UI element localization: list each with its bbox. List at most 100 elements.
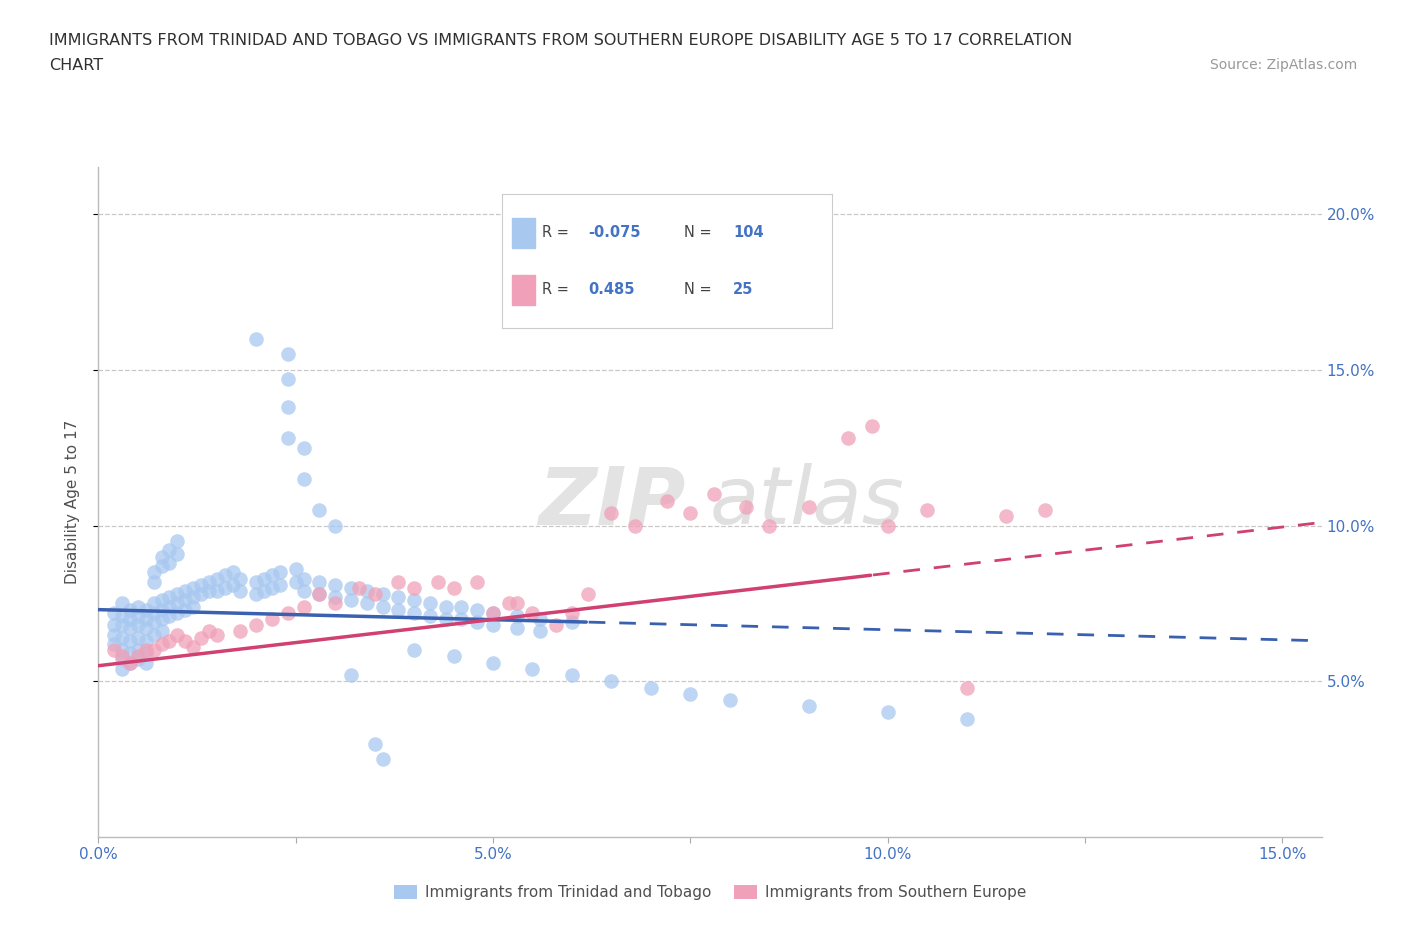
- Point: [166, 627, 188, 642]
- Point: [419, 608, 441, 623]
- Point: [118, 603, 141, 618]
- Text: ZIP: ZIP: [538, 463, 686, 541]
- Point: [135, 643, 157, 658]
- Point: [505, 596, 527, 611]
- Point: [505, 608, 527, 623]
- Point: [994, 509, 1017, 524]
- Point: [434, 612, 457, 627]
- Point: [111, 661, 134, 676]
- Point: [561, 615, 583, 630]
- Point: [181, 640, 204, 655]
- Point: [404, 592, 426, 607]
- Point: [505, 621, 527, 636]
- Point: [498, 596, 520, 611]
- Point: [111, 596, 134, 611]
- Point: [166, 587, 188, 602]
- Point: [387, 574, 409, 589]
- Point: [797, 698, 820, 713]
- Point: [103, 605, 125, 620]
- Point: [150, 612, 173, 627]
- Point: [356, 583, 378, 598]
- Text: atlas: atlas: [710, 463, 905, 541]
- Point: [340, 592, 363, 607]
- Point: [323, 518, 346, 533]
- Point: [277, 400, 299, 415]
- Point: [142, 643, 165, 658]
- Point: [404, 643, 426, 658]
- Point: [205, 571, 228, 586]
- Point: [260, 568, 283, 583]
- Point: [955, 711, 977, 726]
- Point: [404, 580, 426, 595]
- Point: [443, 580, 465, 595]
- Point: [308, 574, 330, 589]
- Point: [465, 603, 488, 618]
- Point: [103, 636, 125, 651]
- Point: [371, 751, 394, 766]
- Text: IMMIGRANTS FROM TRINIDAD AND TOBAGO VS IMMIGRANTS FROM SOUTHERN EUROPE DISABILIT: IMMIGRANTS FROM TRINIDAD AND TOBAGO VS I…: [49, 33, 1073, 47]
- Point: [198, 624, 221, 639]
- Point: [127, 608, 149, 623]
- Point: [166, 605, 188, 620]
- Point: [174, 633, 197, 648]
- Point: [860, 418, 883, 433]
- Point: [118, 633, 141, 648]
- Point: [229, 624, 252, 639]
- Point: [221, 565, 243, 579]
- Point: [363, 587, 385, 602]
- Point: [245, 574, 267, 589]
- Point: [205, 627, 228, 642]
- Point: [150, 603, 173, 618]
- Point: [111, 631, 134, 645]
- Point: [135, 603, 157, 618]
- Point: [127, 618, 149, 632]
- Point: [387, 590, 409, 604]
- Point: [142, 565, 165, 579]
- Y-axis label: Disability Age 5 to 17: Disability Age 5 to 17: [65, 420, 80, 584]
- Point: [214, 568, 236, 583]
- Point: [292, 599, 315, 614]
- Point: [142, 574, 165, 589]
- Point: [166, 534, 188, 549]
- Point: [371, 587, 394, 602]
- Point: [703, 487, 725, 502]
- Point: [292, 472, 315, 486]
- Point: [111, 649, 134, 664]
- Point: [576, 587, 599, 602]
- Point: [522, 605, 544, 620]
- Point: [221, 578, 243, 592]
- Point: [292, 440, 315, 455]
- Point: [150, 559, 173, 574]
- Point: [135, 621, 157, 636]
- Point: [546, 618, 568, 632]
- Point: [482, 605, 505, 620]
- Point: [103, 643, 125, 658]
- Point: [758, 518, 780, 533]
- Point: [198, 574, 221, 589]
- Point: [482, 655, 505, 670]
- Point: [404, 605, 426, 620]
- Point: [111, 618, 134, 632]
- Point: [198, 583, 221, 598]
- Point: [135, 655, 157, 670]
- Point: [135, 633, 157, 648]
- Point: [150, 550, 173, 565]
- Point: [450, 612, 472, 627]
- Point: [205, 583, 228, 598]
- Point: [465, 574, 488, 589]
- Point: [340, 668, 363, 683]
- Point: [253, 571, 276, 586]
- Point: [103, 627, 125, 642]
- Point: [600, 506, 623, 521]
- Point: [190, 578, 212, 592]
- Point: [159, 555, 181, 570]
- Point: [482, 618, 505, 632]
- Point: [127, 599, 149, 614]
- Point: [253, 583, 276, 598]
- Point: [600, 674, 623, 689]
- Point: [323, 596, 346, 611]
- Point: [135, 612, 157, 627]
- Point: [277, 605, 299, 620]
- Point: [434, 599, 457, 614]
- Point: [679, 686, 702, 701]
